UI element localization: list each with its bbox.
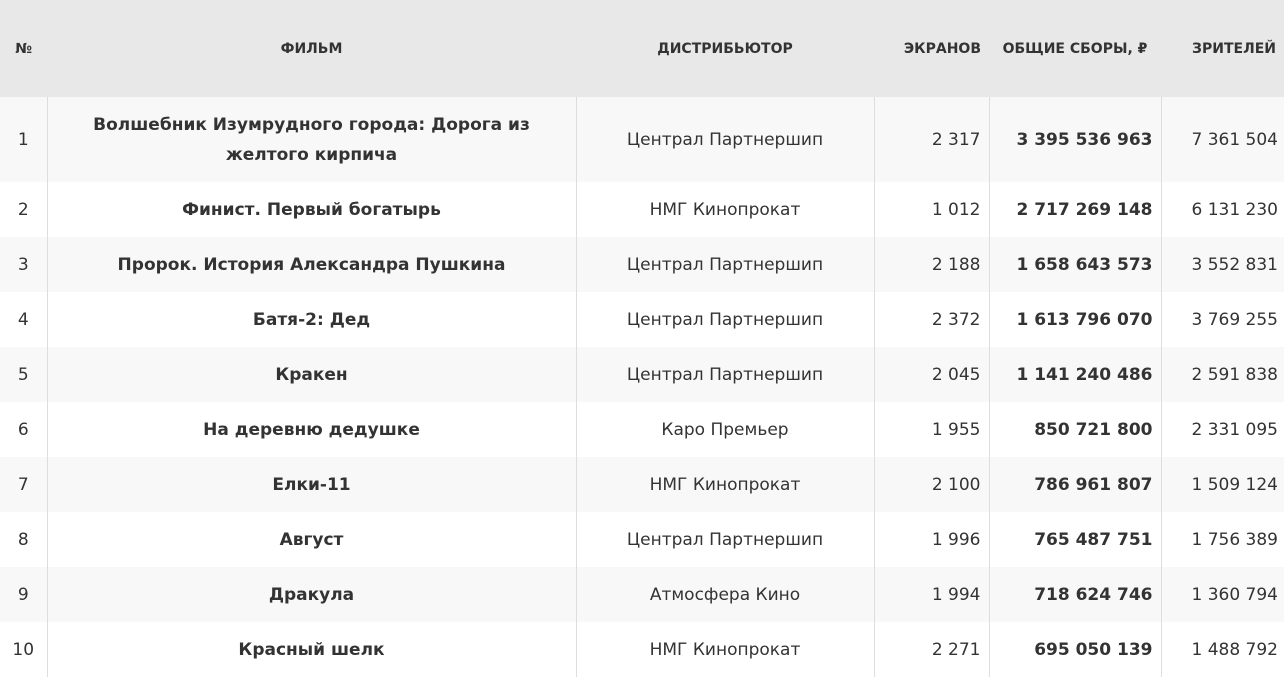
film-title-cell: Кракен (46, 347, 576, 402)
rank-cell: 4 (17, 309, 29, 330)
screens-cell: 1 996 (873, 512, 989, 567)
table-row: 8 Август Централ Партнершип 1 996 765 487 75… (0, 512, 1284, 567)
distributor-cell: НМГ Кинопрокат (575, 182, 874, 237)
distributor-cell: НМГ Кинопрокат (575, 622, 874, 677)
viewers-cell: 2 331 095 (1160, 402, 1284, 457)
viewers-cell: 6 131 230 (1160, 182, 1284, 237)
gross-cell: 2 717 269 148 (988, 182, 1161, 237)
screens-cell: 1 012 (873, 182, 989, 237)
distributor-cell: Централ Партнершип (575, 512, 874, 567)
table-header: № ФИЛЬМ ДИСТРИБЬЮТОР ЭКРАНОВ ОБЩИЕ СБОРЫ… (0, 0, 1284, 97)
viewers-cell: 1 756 389 (1160, 512, 1284, 567)
viewers-cell: 3 552 831 (1160, 237, 1284, 292)
table-row: 3 Пророк. История Александра Пушкина Центр… (0, 237, 1284, 292)
distributor-cell: Централ Партнершип (575, 292, 874, 347)
header-gross[interactable]: ОБЩИЕ СБОРЫ, ₽ (989, 0, 1161, 97)
screens-cell: 2 271 (873, 622, 989, 677)
header-screens[interactable]: ЭКРАНОВ (874, 0, 989, 97)
film-title-cell: Батя-2: Дед (46, 292, 576, 347)
screens-cell: 2 317 (873, 97, 989, 182)
rank-cell: 2 (17, 199, 29, 220)
viewers-cell: 3 769 255 (1160, 292, 1284, 347)
rank-cell: 8 (17, 529, 29, 550)
table-row: 4 Батя-2: Дед Централ Партнершип 2 372 1 613… (0, 292, 1284, 347)
gross-cell: 1 613 796 070 (988, 292, 1161, 347)
table-row: 2 Финист. Первый богатырь НМГ Кинопрокат 1 … (0, 182, 1284, 237)
film-title-cell: Волшебник Изумрудного города: Дорога из … (46, 97, 576, 182)
rank-cell: 3 (0, 237, 47, 292)
rank-cell: 1 (0, 97, 47, 182)
gross-cell: 786 961 807 (988, 457, 1161, 512)
distributor-cell: Централ Партнершип (575, 237, 874, 292)
film-title-cell: Август (46, 512, 576, 567)
gross-cell: 765 487 751 (988, 512, 1161, 567)
table-row: 9 Дракула Атмосфера Кино 1 994 718 624 746 1 … (0, 567, 1284, 622)
viewers-cell: 1 509 124 (1160, 457, 1284, 512)
table-row: 10 Красный шелк НМГ Кинопрокат 2 271 695 050… (0, 622, 1284, 677)
viewers-cell: 7 361 504 (1160, 97, 1284, 182)
screens-cell: 2 372 (873, 292, 989, 347)
film-title-cell: Пророк. История Александра Пушкина (46, 237, 576, 292)
film-title-cell: Финист. Первый богатырь (46, 182, 576, 237)
distributor-cell: НМГ Кинопрокат (575, 457, 874, 512)
gross-cell: 1 658 643 573 (988, 237, 1161, 292)
header-film[interactable]: ФИЛЬМ (47, 0, 576, 97)
gross-cell: 718 624 746 (988, 567, 1161, 622)
viewers-cell: 1 360 794 (1160, 567, 1284, 622)
screens-cell: 1 955 (873, 402, 989, 457)
screens-cell: 2 188 (873, 237, 989, 292)
rank-cell: 9 (0, 567, 47, 622)
film-title-cell: Дракула (46, 567, 576, 622)
viewers-cell: 1 488 792 (1160, 622, 1284, 677)
distributor-cell: Каро Премьер (575, 402, 874, 457)
table-row: 7 Елки-11 НМГ Кинопрокат 2 100 786 961 807 1 … (0, 457, 1284, 512)
film-title-cell: Елки-11 (46, 457, 576, 512)
screens-cell: 2 100 (873, 457, 989, 512)
rank-cell: 7 (0, 457, 47, 512)
gross-cell: 695 050 139 (988, 622, 1161, 677)
screens-cell: 2 045 (873, 347, 989, 402)
screens-cell: 1 994 (873, 567, 989, 622)
table-row: 5 Кракен Централ Партнершип 2 045 1 141 240 … (0, 347, 1284, 402)
distributor-cell: Централ Партнершип (575, 347, 874, 402)
rank-cell: 5 (0, 347, 47, 402)
table-row: 1 Волшебник Изумрудного города: Дорога из… (0, 97, 1284, 182)
gross-cell: 850 721 800 (988, 402, 1161, 457)
viewers-cell: 2 591 838 (1160, 347, 1284, 402)
gross-cell: 1 141 240 486 (988, 347, 1161, 402)
header-rank[interactable]: № (0, 0, 47, 97)
gross-cell: 3 395 536 963 (988, 97, 1161, 182)
rank-cell: 10 (12, 639, 35, 660)
rank-cell: 6 (17, 419, 29, 440)
distributor-cell: Атмосфера Кино (575, 567, 874, 622)
distributor-cell: Централ Партнершип (575, 97, 874, 182)
header-distributor[interactable]: ДИСТРИБЬЮТОР (576, 0, 874, 97)
table-row: 6 На деревню дедушке Каро Премьер 1 955 850 … (0, 402, 1284, 457)
film-title-cell: На деревню дедушке (46, 402, 576, 457)
film-title-cell: Красный шелк (46, 622, 576, 677)
table-body: 1 Волшебник Изумрудного города: Дорога из… (0, 97, 1284, 677)
header-viewers[interactable]: ЗРИТЕЛЕЙ (1161, 0, 1284, 97)
